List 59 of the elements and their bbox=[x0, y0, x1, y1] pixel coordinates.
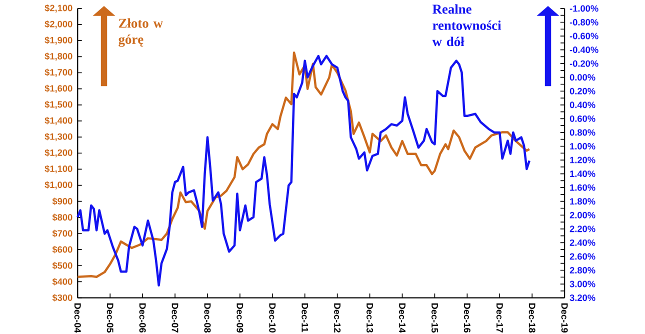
y2-tick-label: 0.60% bbox=[570, 115, 596, 122]
x-tick-label: Dec-12 bbox=[334, 303, 341, 332]
y-tick-label: $1,800 bbox=[44, 52, 72, 61]
y-tick-label: $2,100 bbox=[44, 4, 72, 12]
x-tick-label: Dec-18 bbox=[528, 303, 536, 332]
x-tick-label: Dec-08 bbox=[204, 303, 211, 332]
y2-tick-label: 1.40% bbox=[570, 170, 596, 177]
x-tick-label: Dec-16 bbox=[464, 303, 470, 332]
y-tick-label: $1,400 bbox=[44, 116, 72, 125]
y2-tick-label: 2.20% bbox=[570, 225, 596, 232]
y-tick-label: $1,600 bbox=[44, 84, 72, 93]
y2-tick-label: 2.40% bbox=[570, 239, 596, 246]
y2-tick-label: 2.00% bbox=[570, 212, 596, 218]
y2-tick-label: 0.20% bbox=[570, 88, 596, 94]
y-tick-label: $1,100 bbox=[44, 164, 72, 174]
y2-tick-label: 1.20% bbox=[570, 156, 596, 164]
y-tick-label: $300 bbox=[52, 294, 72, 302]
y-tick-label: $700 bbox=[52, 230, 72, 238]
y-tick-label: $2,000 bbox=[44, 20, 72, 28]
y-tick-label: $1,500 bbox=[44, 100, 72, 109]
x-tick-label: Dec-11 bbox=[302, 303, 308, 332]
x-tick-label: Dec-10 bbox=[269, 303, 276, 332]
y-tick-label: $800 bbox=[52, 213, 72, 221]
x-tick-label: Dec-13 bbox=[366, 303, 374, 332]
x-tick-label: Dec-05 bbox=[106, 303, 114, 332]
y2-tick-label: 2.60% bbox=[570, 252, 596, 260]
y2-tick-label: 0.00% bbox=[570, 74, 596, 80]
y2-tick-label: 3.20% bbox=[570, 294, 596, 301]
y-tick-label: $1,200 bbox=[44, 148, 72, 157]
y2-tick-label: -0.20% bbox=[570, 60, 598, 67]
x-tick-label: Dec-06 bbox=[139, 303, 146, 332]
y-tick-label: $1,700 bbox=[44, 68, 72, 77]
y2-tick-label: 3.00% bbox=[570, 280, 596, 288]
x-tick-label: Dec-07 bbox=[172, 303, 178, 332]
y-tick-label: $1,900 bbox=[44, 36, 72, 44]
y-tick-label: $600 bbox=[52, 246, 72, 254]
x-tick-label: Dec-17 bbox=[496, 303, 503, 332]
y2-tick-label: -1.00% bbox=[570, 4, 598, 12]
y-tick-label: $1,300 bbox=[44, 132, 72, 141]
y2-tick-label: -0.60% bbox=[570, 32, 598, 40]
annotation: Realne rentowności w dół bbox=[432, 4, 502, 46]
y2-tick-label: 1.60% bbox=[570, 184, 596, 191]
y-tick-label: $500 bbox=[52, 262, 72, 270]
y2-tick-label: -0.80% bbox=[570, 18, 598, 26]
y2-tick-label: 0.40% bbox=[570, 101, 596, 108]
y-tick-label: $400 bbox=[52, 278, 72, 286]
y2-tick-label: 0.80% bbox=[570, 128, 596, 136]
y2-tick-label: 2.80% bbox=[570, 266, 596, 274]
x-tick-label: Dec-09 bbox=[236, 303, 244, 332]
y2-tick-label: -0.40% bbox=[570, 46, 598, 53]
y2-tick-label: 1.00% bbox=[570, 142, 596, 150]
y-tick-label: $1,000 bbox=[44, 180, 72, 190]
x-tick-label: Dec-15 bbox=[432, 303, 438, 332]
x-tick-label: Dec-19 bbox=[561, 303, 568, 332]
x-tick-label: Dec-04 bbox=[74, 303, 81, 333]
annotation: Złoto w górę bbox=[118, 18, 163, 47]
x-tick-label: Dec-14 bbox=[399, 303, 406, 333]
y2-tick-label: 1.80% bbox=[570, 198, 596, 204]
y-tick-label: $900 bbox=[52, 197, 72, 205]
